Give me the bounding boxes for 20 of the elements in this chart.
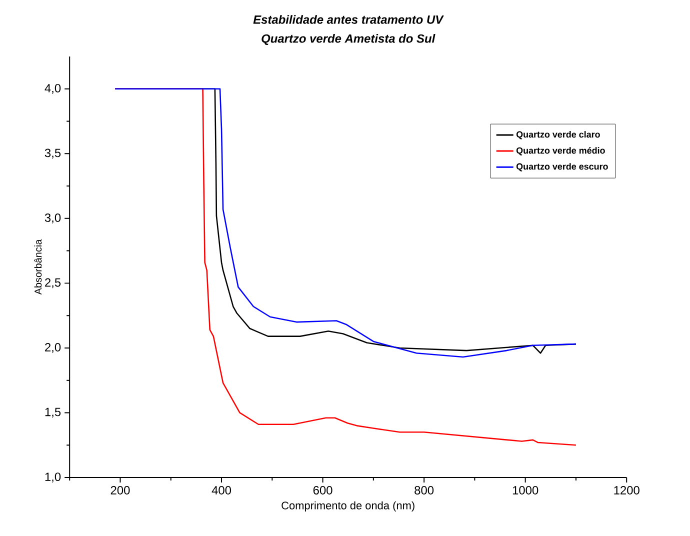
chart-title: Estabilidade antes tratamento UV xyxy=(253,15,444,24)
legend-label: Quartzo verde claro xyxy=(516,131,600,140)
y-tick-label: 1,0 xyxy=(45,472,61,482)
y-axis-title: Absorbância xyxy=(34,239,42,295)
x-tick-label: 400 xyxy=(212,486,232,494)
x-tick-label: 1200 xyxy=(614,486,640,494)
y-tick-label: 4,0 xyxy=(44,84,61,94)
y-tick-label: 3,0 xyxy=(44,213,61,224)
x-tick-label: 1000 xyxy=(512,486,538,494)
y-tick-label: 3,5 xyxy=(44,148,61,159)
y-tick-label: 2,0 xyxy=(45,343,61,353)
x-tick-label: 800 xyxy=(414,486,434,494)
x-tick-label: 200 xyxy=(110,486,130,494)
y-tick-label: 2,5 xyxy=(45,278,61,288)
y-tick-label: 1,5 xyxy=(45,408,61,418)
chart-subtitle: Quartzo verde Ametista do Sul xyxy=(262,34,436,45)
legend-label: Quartzo verde médio xyxy=(516,147,605,156)
legend-label: Quartzo verde escuro xyxy=(516,163,608,172)
x-axis-title: Comprimento de onda (nm) xyxy=(282,501,414,512)
x-tick-label: 600 xyxy=(313,486,332,494)
